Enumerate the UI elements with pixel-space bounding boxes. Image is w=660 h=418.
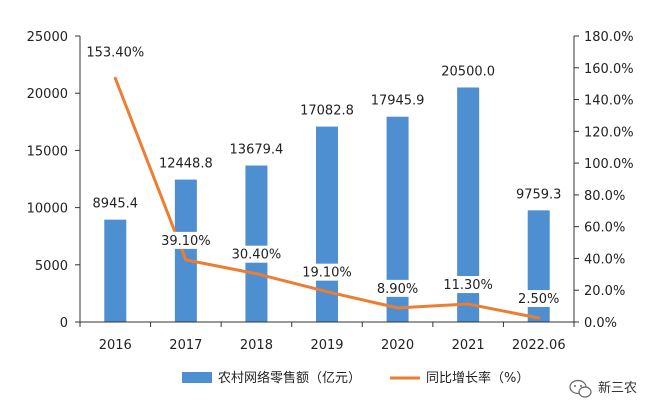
bar [245,165,268,322]
left-tick-label: 15000 [27,144,68,159]
right-tick-label: 40.0% [584,252,625,267]
line-label-bg [443,276,493,294]
left-tick-label: 20000 [27,87,68,102]
line-label-bg [376,279,419,297]
x-tick-label: 2021 [452,338,485,353]
x-axis: 2016 2017 2018 2019 2020 2021 2022.06 [79,321,575,353]
x-tick-label: 2019 [310,338,343,353]
left-axis: 0 5000 10000 15000 20000 25000 [27,30,81,331]
line-value-label: 19.10% [302,266,352,281]
bar-value-label: 20500.0 [441,64,495,79]
line-point [254,272,258,276]
right-tick-label: 20.0% [584,284,625,299]
line-label-bg [161,231,211,249]
line-point [396,306,400,310]
bar-value-label: 12448.8 [159,157,213,172]
bar-value-label: 17082.8 [300,104,354,119]
bar-value-label: 8945.4 [93,197,139,212]
right-tick-label: 120.0% [584,125,634,140]
legend: 农村网络零售额（亿元） 同比增长率（%） [182,370,529,386]
line-value-label: 8.90% [377,282,418,297]
line-label-bg [517,290,560,308]
line-value-label: 11.30% [443,278,493,293]
right-tick-label: 0.0% [584,316,617,331]
left-tick-label: 10000 [27,202,68,217]
bar-value-label: 13679.4 [230,143,284,158]
right-tick-label: 180.0% [584,30,634,45]
line-value-label: 30.40% [232,248,282,263]
line-label-bg [86,43,144,61]
x-tick-label: 2016 [99,338,132,353]
line-point [113,76,117,80]
line-label-bg [231,245,282,263]
wechat-icon [569,379,592,398]
right-tick-label: 140.0% [584,94,634,109]
x-tick-label: 2020 [381,338,414,353]
legend-label-bar: 农村网络零售额（亿元） [218,370,361,386]
right-tick-label: 160.0% [584,62,634,77]
legend-swatch-bar [182,372,212,383]
line-label-bg [302,263,352,281]
line-point [184,258,188,262]
bar [457,87,480,322]
line-point [325,290,329,294]
right-tick-label: 60.0% [584,221,625,236]
bar-value-label: 9759.3 [516,187,562,202]
line-series: 153.40% 39.10% 30.40% 19.10% 8.90% 11.30% 2.50… [86,43,560,320]
bar-value-label: 17945.9 [371,94,425,109]
bar [386,116,409,322]
x-tick-label: 2018 [240,338,273,353]
bar [104,219,127,322]
left-tick-label: 0 [60,316,68,331]
watermark-text: 新三农 [598,380,637,396]
legend-label-line: 同比增长率（%） [426,370,529,386]
x-tick-label: 2022.06 [512,338,566,353]
line-point [466,302,470,306]
x-tick-label: 2017 [169,338,202,353]
bar [174,179,197,322]
right-tick-label: 100.0% [584,157,634,172]
line-value-label: 39.10% [161,234,211,249]
watermark: 新三农 [569,379,637,398]
right-tick-label: 80.0% [584,189,625,204]
line-value-label: 153.40% [86,45,144,60]
line-point [537,316,541,320]
right-axis: 0.0% 20.0% 40.0% 60.0% 80.0% 100.0% 120.0% 140.… [573,30,634,331]
line-value-label: 2.50% [518,292,559,307]
left-tick-label: 5000 [35,259,68,274]
left-tick-label: 25000 [27,30,68,45]
